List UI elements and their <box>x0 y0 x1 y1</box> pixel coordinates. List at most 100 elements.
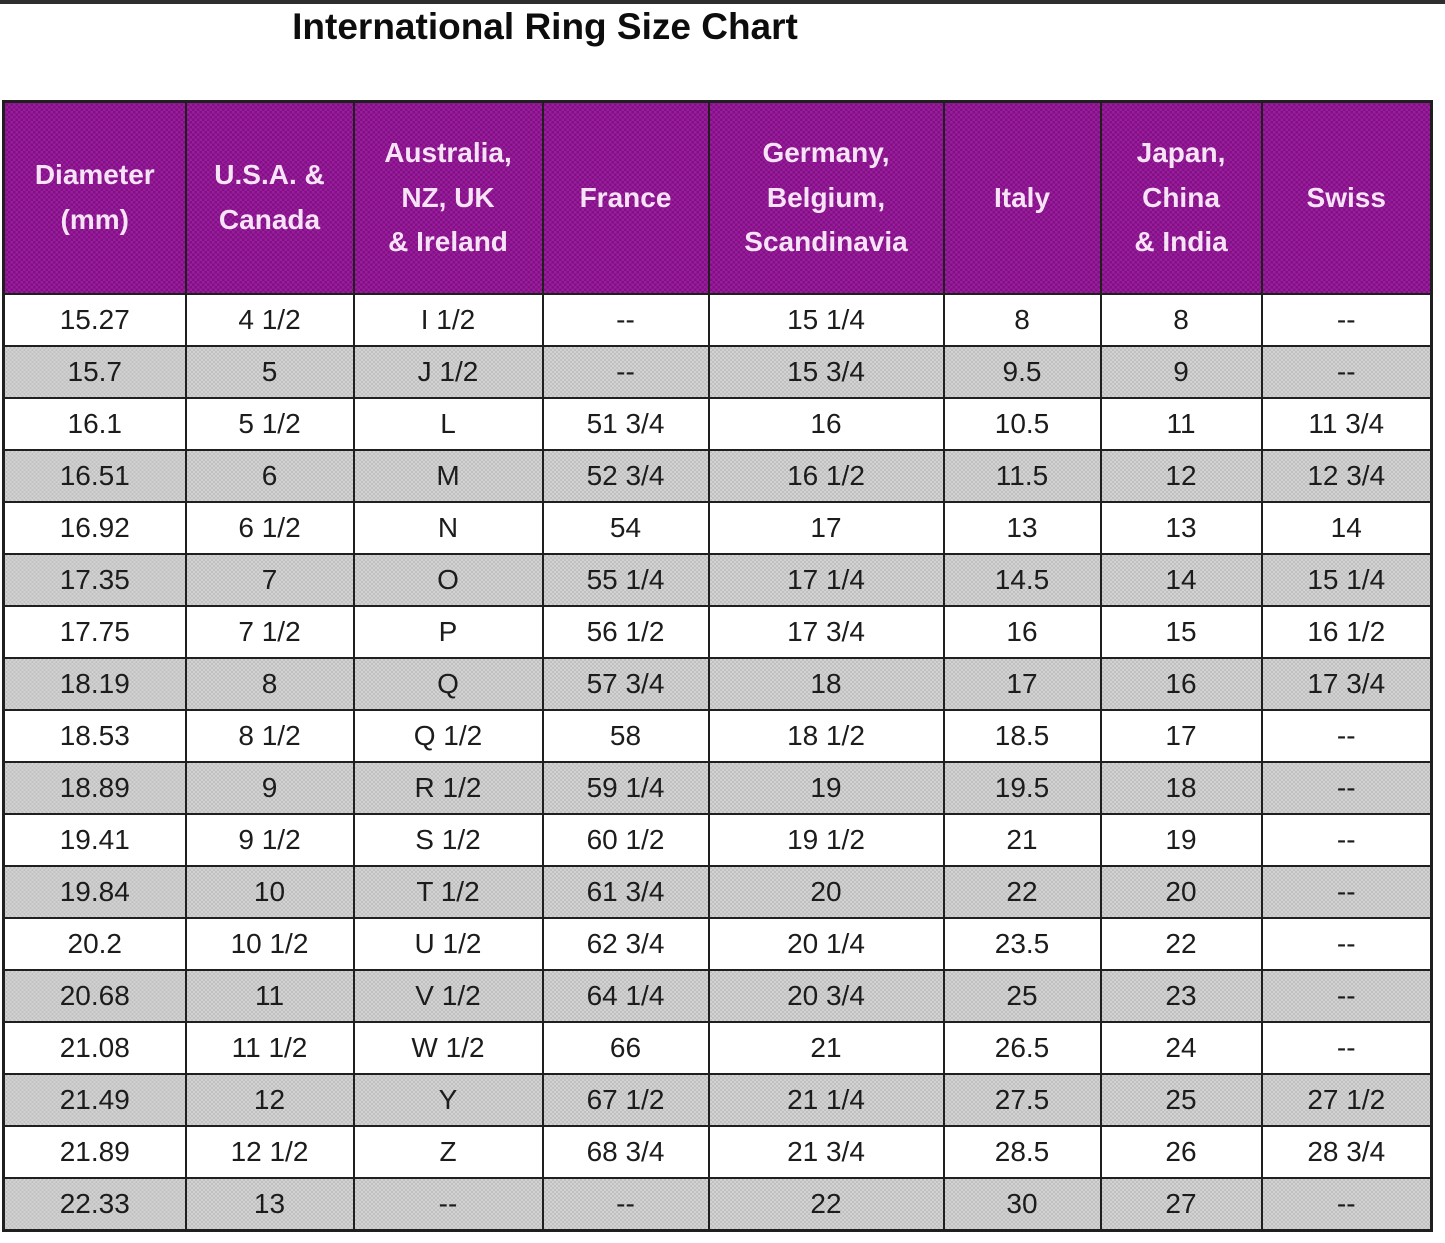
table-cell-r17-c2: -- <box>352 1177 544 1232</box>
table-cell-r16-c0: 21.89 <box>2 1125 187 1179</box>
table-cell-r10-c7: -- <box>1260 813 1433 867</box>
table-cell-r16-c4: 21 3/4 <box>707 1125 945 1179</box>
table-cell-r7-c7: 17 3/4 <box>1260 657 1433 711</box>
table-cell-r5-c5: 14.5 <box>942 553 1102 607</box>
table-cell-r6-c3: 56 1/2 <box>541 605 710 659</box>
table-cell-r16-c1: 12 1/2 <box>184 1125 355 1179</box>
table-cell-r7-c6: 16 <box>1099 657 1263 711</box>
table-cell-r0-c2: I 1/2 <box>352 293 544 347</box>
table-cell-r15-c2: Y <box>352 1073 544 1127</box>
table-cell-r0-c6: 8 <box>1099 293 1263 347</box>
table-cell-r12-c5: 23.5 <box>942 917 1102 971</box>
table-cell-r3-c0: 16.51 <box>2 449 187 503</box>
table-cell-r9-c2: R 1/2 <box>352 761 544 815</box>
table-cell-r0-c0: 15.27 <box>2 293 187 347</box>
table-row-3: 16.51 6 M 52 3/4 16 1/2 11.5 12 12 3/4 <box>2 449 1433 503</box>
table-cell-r10-c2: S 1/2 <box>352 813 544 867</box>
table-cell-r13-c5: 25 <box>942 969 1102 1023</box>
table-cell-r6-c0: 17.75 <box>2 605 187 659</box>
table-cell-r13-c4: 20 3/4 <box>707 969 945 1023</box>
table-cell-r1-c3: -- <box>541 345 710 399</box>
table-cell-r12-c6: 22 <box>1099 917 1263 971</box>
table-header: Diameter (mm) U.S.A. & Canada Australia, NZ, … <box>2 100 1433 295</box>
table-cell-r17-c1: 13 <box>184 1177 355 1232</box>
table-row-2: 16.1 5 1/2 L 51 3/4 16 10.5 11 11 3/4 <box>2 397 1433 451</box>
table-cell-r4-c6: 13 <box>1099 501 1263 555</box>
table-cell-r14-c1: 11 1/2 <box>184 1021 355 1075</box>
table-cell-r10-c1: 9 1/2 <box>184 813 355 867</box>
table-cell-r13-c1: 11 <box>184 969 355 1023</box>
table-cell-r8-c2: Q 1/2 <box>352 709 544 763</box>
table-cell-r14-c7: -- <box>1260 1021 1433 1075</box>
table-cell-r4-c7: 14 <box>1260 501 1433 555</box>
table-cell-r0-c4: 15 1/4 <box>707 293 945 347</box>
table-cell-r5-c7: 15 1/4 <box>1260 553 1433 607</box>
table-cell-r15-c6: 25 <box>1099 1073 1263 1127</box>
table-cell-r15-c5: 27.5 <box>942 1073 1102 1127</box>
table-cell-r5-c0: 17.35 <box>2 553 187 607</box>
page-title: International Ring Size Chart <box>292 6 798 47</box>
table-cell-r12-c3: 62 3/4 <box>541 917 710 971</box>
table-row-4: 16.92 6 1/2 N 54 17 13 13 14 <box>2 501 1433 555</box>
table-cell-r16-c5: 28.5 <box>942 1125 1102 1179</box>
table-cell-r3-c6: 12 <box>1099 449 1263 503</box>
header-line: Swiss <box>1306 181 1386 213</box>
table-cell-r11-c5: 22 <box>942 865 1102 919</box>
table-cell-r2-c6: 11 <box>1099 397 1263 451</box>
table-cell-r7-c3: 57 3/4 <box>541 657 710 711</box>
header-cell-col7: Swiss <box>1260 100 1433 295</box>
table-cell-r4-c0: 16.92 <box>2 501 187 555</box>
header-line: & Ireland <box>388 226 508 258</box>
table-cell-r17-c6: 27 <box>1099 1177 1263 1232</box>
table-cell-r0-c1: 4 1/2 <box>184 293 355 347</box>
table-cell-r17-c5: 30 <box>942 1177 1102 1232</box>
table-cell-r11-c4: 20 <box>707 865 945 919</box>
table-row-5: 17.35 7 O 55 1/4 17 1/4 14.5 14 15 1/4 <box>2 553 1433 607</box>
header-line: Australia, <box>384 136 512 168</box>
header-line: NZ, UK <box>401 181 495 213</box>
table-cell-r2-c5: 10.5 <box>942 397 1102 451</box>
table-cell-r14-c5: 26.5 <box>942 1021 1102 1075</box>
table-cell-r6-c2: P <box>352 605 544 659</box>
table-cell-r17-c7: -- <box>1260 1177 1433 1232</box>
table-cell-r7-c2: Q <box>352 657 544 711</box>
table-row-16: 21.89 12 1/2 Z 68 3/4 21 3/4 28.5 26 28 3/4 <box>2 1125 1433 1179</box>
table-cell-r12-c0: 20.2 <box>2 917 187 971</box>
table-cell-r7-c0: 18.19 <box>2 657 187 711</box>
table-cell-r17-c4: 22 <box>707 1177 945 1232</box>
table-row-7: 18.19 8 Q 57 3/4 18 17 16 17 3/4 <box>2 657 1433 711</box>
table-cell-r4-c1: 6 1/2 <box>184 501 355 555</box>
table-cell-r14-c0: 21.08 <box>2 1021 187 1075</box>
header-cell-col4: Germany, Belgium, Scandinavia <box>707 100 945 295</box>
header-line: Italy <box>993 181 1051 213</box>
table-cell-r2-c1: 5 1/2 <box>184 397 355 451</box>
table-cell-r7-c5: 17 <box>942 657 1102 711</box>
table-row-17: 22.33 13 -- -- 22 30 27 -- <box>2 1177 1433 1232</box>
table-cell-r8-c3: 58 <box>541 709 710 763</box>
table-cell-r5-c2: O <box>352 553 544 607</box>
header-line: Scandinavia <box>744 226 908 258</box>
table-cell-r9-c0: 18.89 <box>2 761 187 815</box>
table-cell-r7-c1: 8 <box>184 657 355 711</box>
table-cell-r11-c2: T 1/2 <box>352 865 544 919</box>
table-cell-r14-c3: 66 <box>541 1021 710 1075</box>
table-cell-r13-c0: 20.68 <box>2 969 187 1023</box>
table-cell-r5-c1: 7 <box>184 553 355 607</box>
table-row-1: 15.7 5 J 1/2 -- 15 3/4 9.5 9 -- <box>2 345 1433 399</box>
table-cell-r12-c4: 20 1/4 <box>707 917 945 971</box>
table-cell-r16-c6: 26 <box>1099 1125 1263 1179</box>
table-cell-r11-c0: 19.84 <box>2 865 187 919</box>
table-cell-r2-c2: L <box>352 397 544 451</box>
table-cell-r11-c7: -- <box>1260 865 1433 919</box>
table-cell-r1-c1: 5 <box>184 345 355 399</box>
table-cell-r10-c5: 21 <box>942 813 1102 867</box>
header-cell-col1: U.S.A. & Canada <box>184 100 355 295</box>
header-cell-col2: Australia, NZ, UK & Ireland <box>352 100 544 295</box>
header-cell-col3: France <box>541 100 710 295</box>
header-row: Diameter (mm) U.S.A. & Canada Australia, NZ, … <box>2 100 1433 295</box>
table-cell-r4-c4: 17 <box>707 501 945 555</box>
header-line: Diameter <box>34 159 155 191</box>
table-cell-r1-c7: -- <box>1260 345 1433 399</box>
table-cell-r9-c6: 18 <box>1099 761 1263 815</box>
table-row-12: 20.2 10 1/2 U 1/2 62 3/4 20 1/4 23.5 22 -- <box>2 917 1433 971</box>
